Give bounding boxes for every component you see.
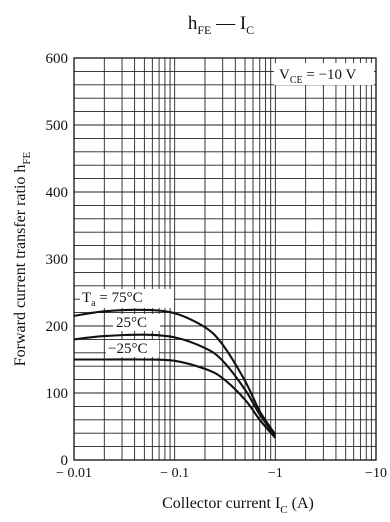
series-curves <box>73 308 277 439</box>
x-axis-label: Collector current IC (A) <box>162 495 314 516</box>
x-tick-label: − 0.1 <box>160 466 189 481</box>
y-tick-label: 0 <box>61 453 69 469</box>
svg-text:25°C: 25°C <box>116 315 147 331</box>
series-label-minus25c: −25°C <box>106 340 159 357</box>
svg-text:Ta = 75°C: Ta = 75°C <box>82 290 143 309</box>
y-tick-label: 300 <box>46 252 69 268</box>
y-tick-labels: 0 100 200 300 400 500 600 <box>46 51 69 469</box>
y-tick-label: 400 <box>46 185 69 201</box>
y-tick-label: 100 <box>46 386 69 402</box>
series-label-25c: 25°C <box>113 314 160 331</box>
svg-text:−25°C: −25°C <box>108 341 147 357</box>
grid-lines <box>73 57 376 461</box>
x-tick-label: − 0.01 <box>56 466 92 481</box>
series-curve-2 <box>73 358 277 439</box>
chart-title: hFE — IC <box>188 13 254 37</box>
plot-frame <box>73 57 377 461</box>
condition-label: VCE = −10 V <box>279 67 357 86</box>
series-curve-1 <box>73 333 277 437</box>
series-label-75c: Ta = 75°C <box>80 289 174 309</box>
y-axis-label: Forward current transfer ratio hFE <box>12 151 33 366</box>
y-tick-label: 500 <box>46 118 69 134</box>
y-tick-label: 600 <box>46 51 69 67</box>
series-curve-0 <box>73 308 277 436</box>
x-tick-label: −1 <box>268 466 283 481</box>
x-tick-labels: − 0.01 − 0.1 −1 −10 <box>56 466 387 481</box>
x-tick-label: −10 <box>365 466 387 481</box>
condition-label-bg <box>274 63 374 85</box>
y-tick-label: 200 <box>46 319 69 335</box>
